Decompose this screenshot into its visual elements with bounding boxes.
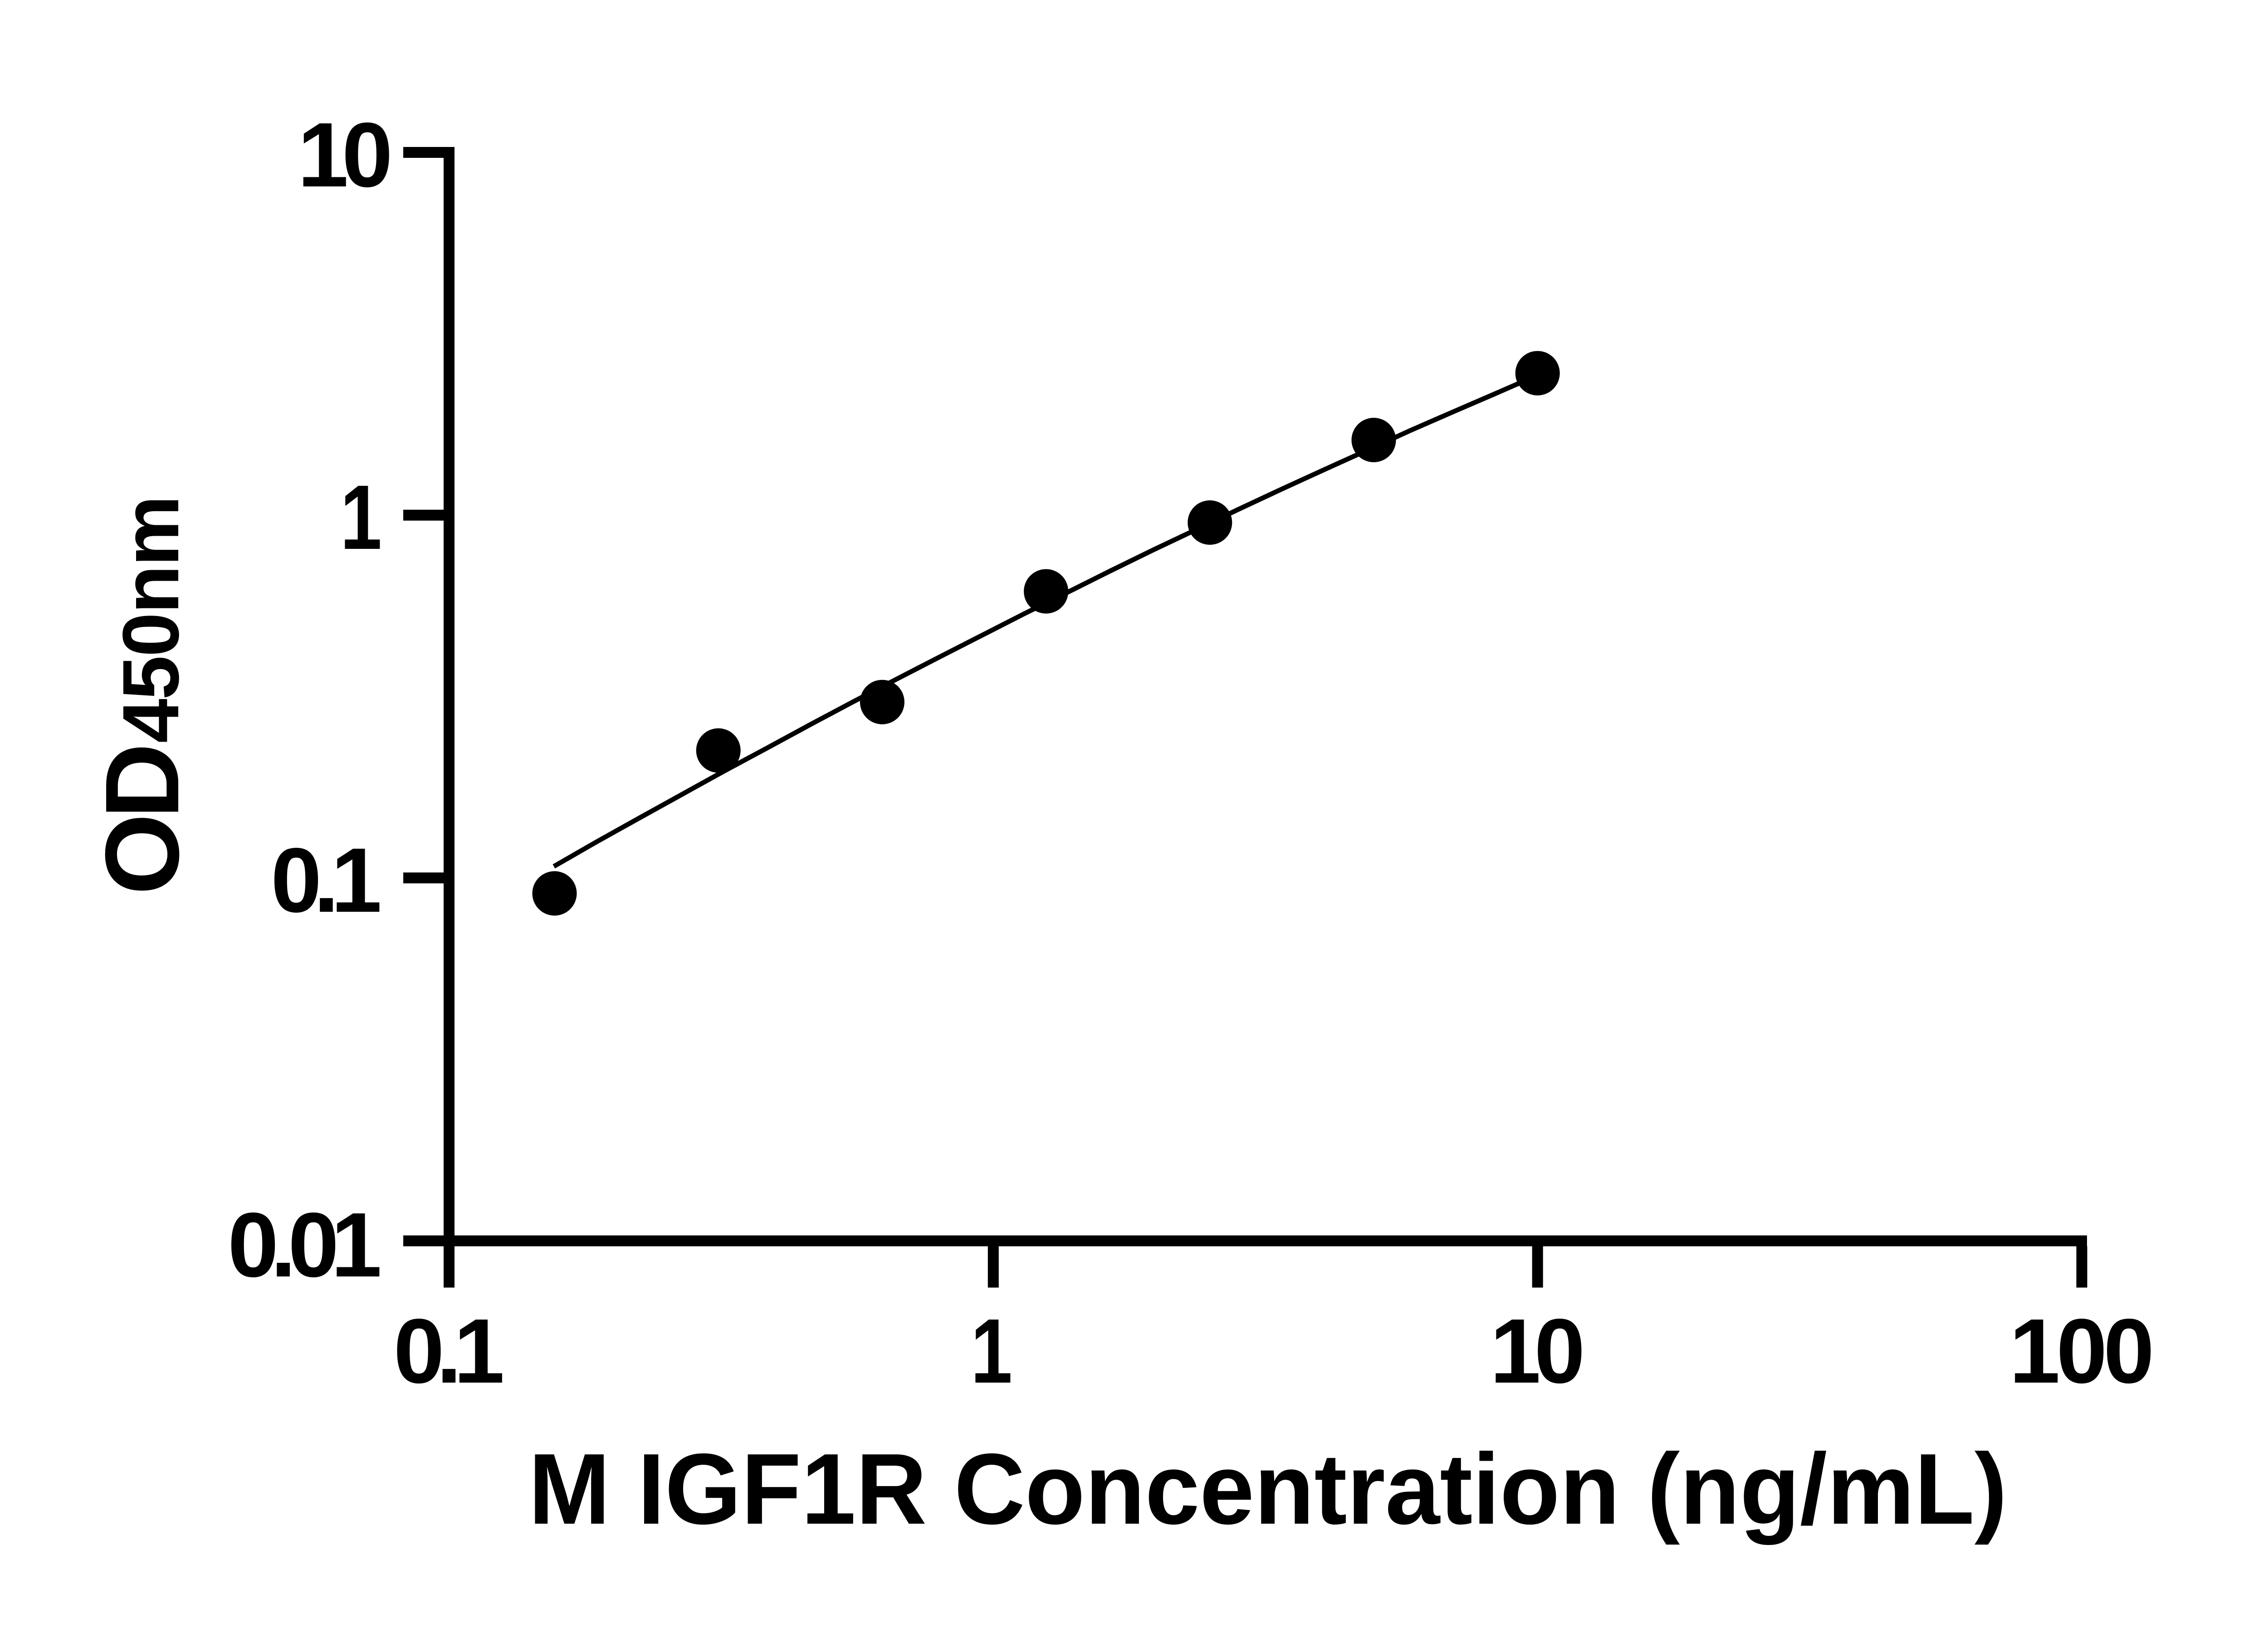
svg-text:1: 1 [971,1300,1012,1402]
svg-text:M IGF1R Concentration (ng/mL): M IGF1R Concentration (ng/mL) [528,1433,2007,1545]
svg-text:100: 100 [2009,1300,2155,1402]
svg-text:0.1: 0.1 [394,1300,505,1402]
svg-text:10: 10 [298,103,393,206]
svg-text:450nm: 450nm [107,495,196,743]
svg-text:0.1: 0.1 [271,829,382,931]
svg-text:1: 1 [340,466,382,568]
svg-text:0.01: 0.01 [228,1193,382,1296]
svg-text:10: 10 [1490,1300,1585,1402]
svg-text:OD: OD [83,743,200,895]
